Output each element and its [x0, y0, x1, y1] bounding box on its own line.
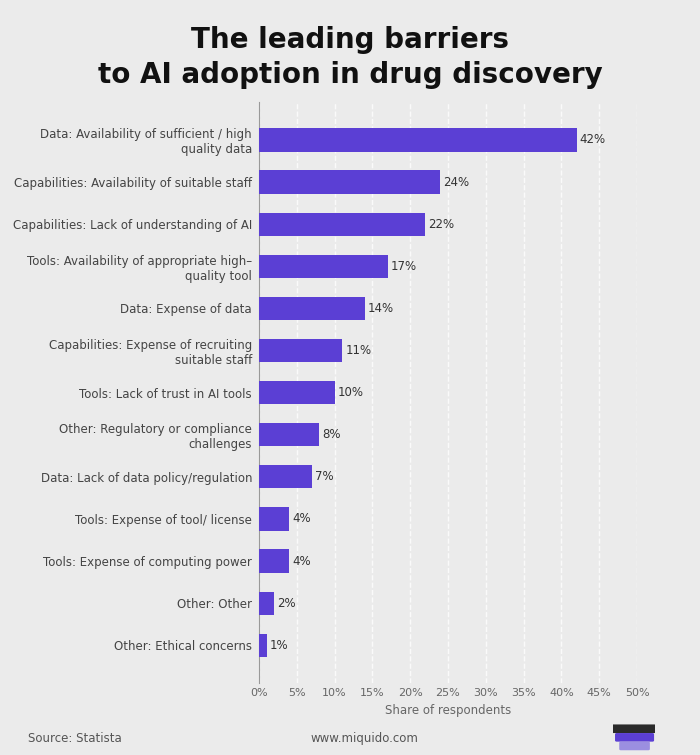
Text: 7%: 7%: [315, 470, 334, 483]
Bar: [259, 550, 289, 572]
Bar: [259, 128, 577, 152]
Text: 1%: 1%: [270, 639, 288, 652]
Text: www.miquido.com: www.miquido.com: [310, 732, 418, 745]
Text: 11%: 11%: [345, 344, 371, 357]
Text: The leading barriers
to AI adoption in drug discovery: The leading barriers to AI adoption in d…: [97, 26, 603, 89]
Bar: [259, 465, 312, 488]
Text: 14%: 14%: [368, 302, 394, 315]
Text: 2%: 2%: [277, 596, 296, 609]
Text: 42%: 42%: [580, 134, 606, 146]
Bar: [259, 381, 335, 404]
Text: 24%: 24%: [444, 176, 470, 189]
Text: 10%: 10%: [337, 386, 363, 399]
Bar: [259, 254, 388, 278]
Text: 22%: 22%: [428, 217, 454, 231]
Bar: [259, 297, 365, 320]
Text: 8%: 8%: [323, 428, 341, 441]
Bar: [259, 507, 289, 531]
Bar: [259, 592, 274, 615]
X-axis label: Share of respondents: Share of respondents: [385, 704, 511, 716]
Bar: [259, 213, 426, 236]
Text: 4%: 4%: [293, 513, 311, 525]
Text: Source: Statista: Source: Statista: [28, 732, 122, 745]
Bar: [259, 339, 342, 362]
Bar: [259, 423, 319, 446]
FancyBboxPatch shape: [611, 725, 656, 733]
FancyBboxPatch shape: [620, 741, 650, 750]
Bar: [259, 171, 440, 193]
Text: 4%: 4%: [293, 554, 311, 568]
Bar: [259, 633, 267, 657]
Text: 17%: 17%: [391, 260, 416, 273]
FancyBboxPatch shape: [615, 733, 654, 741]
